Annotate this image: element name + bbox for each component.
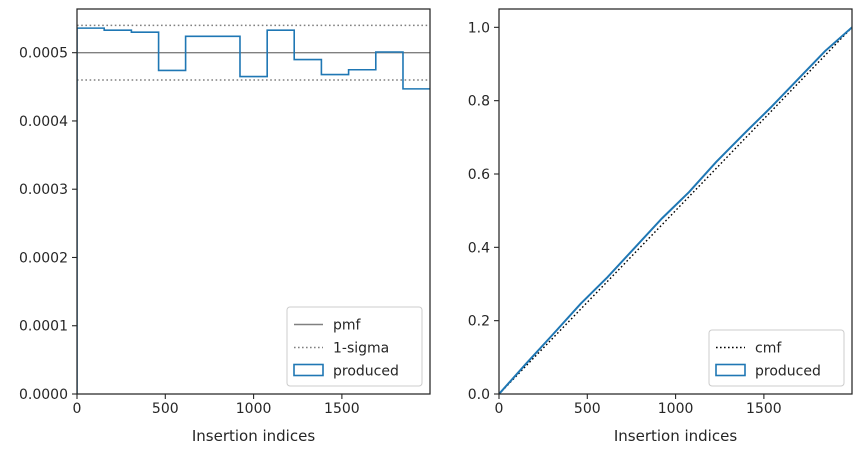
y-tick-label: 0.0003 bbox=[19, 182, 68, 198]
y-tick-label: 1.0 bbox=[468, 20, 490, 36]
y-tick-label: 0.4 bbox=[468, 240, 490, 256]
x-axis-label: Insertion indices bbox=[192, 427, 315, 445]
y-tick-label: 0.0002 bbox=[19, 250, 68, 266]
plot-area bbox=[77, 24, 430, 394]
y-tick-label: 0.0005 bbox=[19, 46, 68, 62]
series-produced bbox=[499, 26, 852, 394]
plot-area bbox=[499, 26, 852, 394]
y-tick-label: 0.2 bbox=[468, 314, 490, 330]
y-tick-label: 0.0004 bbox=[19, 114, 68, 130]
legend-label: produced bbox=[755, 364, 821, 380]
y-tick-label: 0.0001 bbox=[19, 319, 68, 335]
legend-swatch-produced bbox=[293, 363, 324, 377]
series-produced bbox=[77, 27, 430, 394]
legend-label: 1-sigma bbox=[333, 341, 389, 357]
legend-box bbox=[708, 329, 845, 387]
x-tick-label: 1000 bbox=[658, 401, 694, 417]
x-tick-label: 0 bbox=[73, 401, 82, 417]
legend-box bbox=[286, 306, 423, 387]
x-tick-label: 500 bbox=[574, 401, 601, 417]
legend-swatch-produced bbox=[715, 363, 746, 377]
y-tick-label: 0.8 bbox=[468, 94, 490, 110]
legend-label: produced bbox=[333, 364, 399, 380]
left-chart-panel: 0 500 1000 1500 0.0000 0.0001 0.0002 0.0003 0.00… bbox=[19, 8, 431, 445]
x-axis-label: Insertion indices bbox=[614, 427, 737, 445]
x-tick-label: 1500 bbox=[746, 401, 782, 417]
right-chart-panel: 0 500 1000 1500 0.0 0.2 0.4 0.6 0.8 1.0 Insertion … bbox=[468, 8, 853, 445]
y-tick-label: 0.0000 bbox=[19, 387, 68, 403]
y-tick-label: 0.0 bbox=[468, 387, 490, 403]
x-tick-label: 1000 bbox=[236, 401, 272, 417]
y-tick-label: 0.6 bbox=[468, 167, 490, 183]
series-cmf bbox=[499, 26, 852, 394]
legend: cmf produced bbox=[708, 329, 845, 387]
legend-label: pmf bbox=[333, 318, 362, 334]
x-tick-label: 0 bbox=[495, 401, 504, 417]
x-tick-label: 500 bbox=[152, 401, 179, 417]
legend-label: cmf bbox=[755, 341, 782, 357]
legend: pmf 1-sigma produced bbox=[286, 306, 423, 387]
x-tick-label: 1500 bbox=[324, 401, 360, 417]
